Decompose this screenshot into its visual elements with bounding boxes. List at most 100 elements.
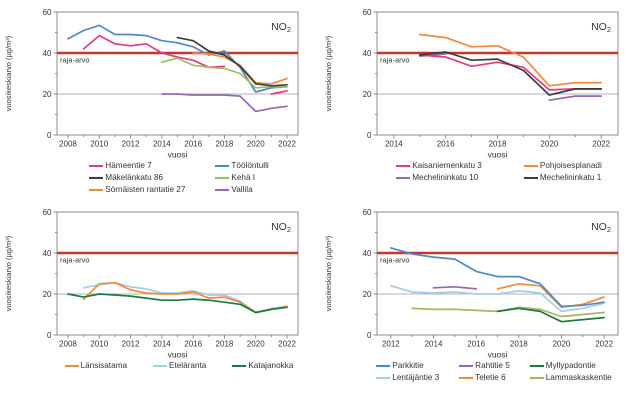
series-line: [390, 247, 605, 308]
y-tick-label: 60: [43, 208, 52, 217]
y-tick-label: 0: [367, 131, 372, 140]
chart-cell-top-right: 0 20 40 60 2014 2016 2018 2020 2022 raja-arvo NO2 v…: [320, 0, 640, 200]
y-tick-label: 40: [363, 249, 372, 258]
line-chart-top-left: 0 20 40 60 2008 2010 2012 2014 2016 2018 2020 2022 r…: [4, 8, 299, 160]
legend-label: Sörnäisten rantatie 27: [105, 185, 186, 194]
series-line: [82, 281, 288, 314]
line-chart-bottom-left: 0 20 40 60 2008 2010 2012 2014 2016 2018 2020 2022 r…: [4, 208, 299, 360]
x-axis-label: vuosi: [168, 350, 188, 360]
limit-line-label: raja-arvo: [380, 256, 410, 265]
legend-label: Mechelininkatu 10: [412, 173, 479, 182]
series-line: [82, 281, 288, 314]
series-line: [418, 51, 603, 96]
legend-top-left: Hämeentie 7 Mäkelänkatu 86 Sörnäisten rant…: [0, 160, 320, 196]
y-tick-label: 20: [363, 90, 372, 99]
y-tick-label: 20: [363, 290, 372, 299]
series-line: [176, 36, 288, 87]
legend-label: Vallila: [231, 185, 253, 194]
legend-label: Mäkelänkatu 86: [105, 173, 164, 182]
legend-swatch: [153, 364, 168, 368]
x-tick-label: 2010: [90, 140, 108, 149]
x-tick-label: 2014: [153, 340, 171, 349]
x-tick-label: 2010: [90, 340, 108, 349]
series-line: [270, 90, 288, 95]
series-line: [161, 57, 288, 89]
legend-item: Kaisaniemenkatu 3: [396, 160, 482, 172]
legend-item: Parkkitie: [376, 360, 439, 372]
legend-item: Teletie 6: [459, 372, 510, 384]
x-tick-label: 2016: [184, 140, 202, 149]
legend-item: Lammaskaskentie: [529, 372, 612, 384]
legend-top-right: Kaisaniemenkatu 3 Mechelininkatu 10 Pohjoi…: [320, 160, 640, 184]
legend-swatch: [396, 164, 411, 168]
plot-area: [56, 11, 299, 136]
series-line: [390, 284, 605, 313]
legend-item: Vallila: [215, 184, 268, 196]
line-chart-bottom-right: 0 20 40 60 2012 2014 2016 2018 2020 2022 raja-arvo…: [324, 208, 619, 360]
legend-label: Katajanokka: [248, 361, 294, 370]
legend-label: Hämeentie 7: [105, 161, 152, 170]
y-tick-label: 40: [363, 49, 372, 58]
series-line: [67, 293, 288, 314]
x-tick-label: 2016: [437, 140, 455, 149]
y-axis-label: vuosikeskiarvo (µg/m³): [324, 235, 333, 311]
series-line: [82, 34, 226, 69]
x-tick-label: 2014: [385, 140, 403, 149]
legend-item: Mechelininkatu 1: [523, 172, 602, 184]
legend-item: Mechelininkatu 10: [396, 172, 482, 184]
limit-line-label: raja-arvo: [380, 56, 410, 65]
legend-label: Myllypadontie: [545, 361, 596, 370]
legend-swatch: [529, 376, 544, 380]
y-tick-label: 60: [363, 8, 372, 17]
legend-item: Töölöntulli: [215, 160, 269, 172]
legend-item: Katajanokka: [232, 360, 293, 372]
gas-title: NO2: [591, 221, 611, 234]
legend-item: Sörnäisten rantatie 27: [89, 184, 185, 196]
x-axis-label: vuosi: [488, 350, 508, 360]
legend-swatch: [89, 164, 104, 168]
x-tick-label: 2012: [122, 340, 140, 349]
legend-label: Kaisaniemenkatu 3: [412, 161, 482, 170]
legend-label: Pohjoisesplanadi: [539, 161, 602, 170]
legend-swatch: [459, 364, 474, 368]
legend-swatch: [215, 188, 230, 192]
y-tick-label: 0: [47, 331, 52, 340]
legend-label: Lammaskaskentie: [545, 373, 612, 382]
legend-swatch: [232, 364, 247, 368]
x-tick-label: 2016: [467, 340, 485, 349]
legend-label: Töölöntulli: [231, 161, 269, 170]
chart-cell-bottom-left: 0 20 40 60 2008 2010 2012 2014 2016 2018 2020 2022 r…: [0, 200, 320, 400]
series-line: [418, 33, 603, 87]
gas-title: NO2: [591, 21, 611, 34]
legend-item: Hämeentie 7: [89, 160, 185, 172]
x-axis-label: vuosi: [488, 150, 508, 160]
legend-swatch: [376, 376, 391, 380]
legend-swatch: [459, 376, 474, 380]
line-chart-top-right: 0 20 40 60 2014 2016 2018 2020 2022 raja-arvo NO2 v…: [324, 8, 619, 160]
legend-label: Länsisatama: [80, 361, 128, 370]
legend-label: Rahtitie 5: [475, 361, 510, 370]
y-axis-label: vuosikeskiarvo (µg/m³): [324, 35, 333, 111]
y-tick-label: 40: [43, 49, 52, 58]
plot-area: [376, 211, 619, 336]
legend-item: Pohjoisesplanadi: [523, 160, 602, 172]
chart-cell-top-left: 0 20 40 60 2008 2010 2012 2014 2016 2018 2020 2022 r…: [0, 0, 320, 200]
legend-swatch: [529, 364, 544, 368]
y-tick-label: 40: [43, 249, 52, 258]
legend-item: Lentäjäntie 3: [376, 372, 439, 384]
series-line: [432, 285, 478, 290]
series-line: [161, 93, 288, 113]
x-tick-label: 2014: [153, 140, 171, 149]
x-tick-label: 2022: [592, 140, 610, 149]
x-tick-label: 2018: [510, 340, 528, 349]
legend-swatch: [523, 164, 538, 168]
legend-swatch: [396, 176, 411, 180]
legend-item: Länsisatama: [64, 360, 128, 372]
legend-label: Lentäjäntie 3: [392, 373, 440, 382]
limit-line-label: raja-arvo: [60, 56, 90, 65]
x-tick-label: 2018: [216, 340, 234, 349]
y-tick-label: 20: [43, 90, 52, 99]
y-tick-label: 60: [43, 8, 52, 17]
limit-line-label: raja-arvo: [60, 256, 90, 265]
